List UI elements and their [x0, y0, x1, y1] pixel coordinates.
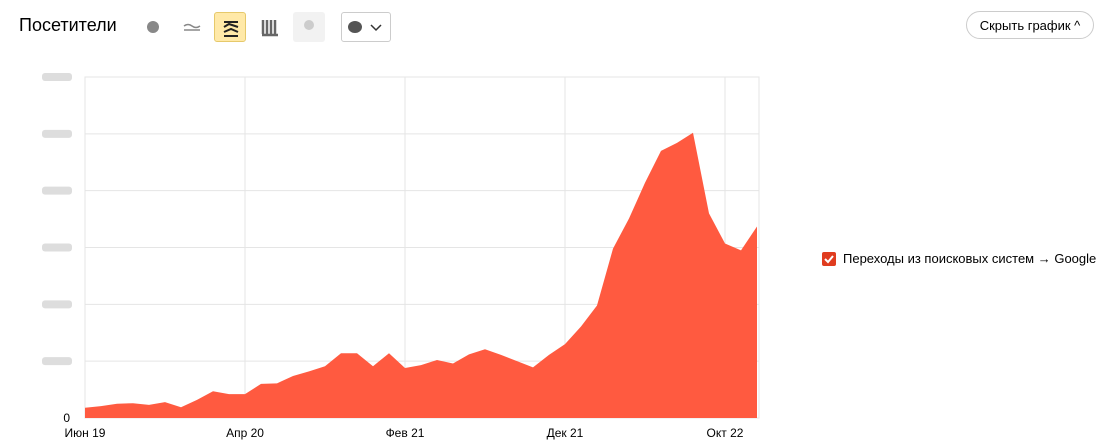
legend-checkbox[interactable] — [822, 251, 836, 266]
comment-button[interactable] — [341, 12, 391, 42]
x-tick-label: Фев 21 — [386, 426, 425, 440]
blurred-tick-label — [42, 186, 72, 195]
hide-chart-button[interactable]: Скрыть график ^ — [966, 11, 1094, 39]
blurred-tick-label — [42, 300, 72, 309]
blurred-tick-label — [42, 357, 72, 366]
area — [85, 132, 757, 419]
area-icon[interactable] — [214, 12, 246, 42]
legend-label: Переходы из поисковых систем → Google — [843, 251, 1097, 266]
x-tick-label: Окт 22 — [707, 426, 744, 440]
line-icon[interactable] — [176, 12, 208, 42]
bar-icon[interactable] — [254, 12, 286, 42]
blurred-tick-label — [42, 129, 72, 138]
blurred-tick-label — [42, 73, 72, 81]
legend[interactable]: Переходы из поисковых систем → Google — [822, 251, 1096, 266]
x-tick-label: Апр 20 — [226, 426, 264, 440]
check — [824, 254, 834, 263]
x-tick-label: Июн 19 — [65, 426, 106, 440]
title: Посетители — [19, 15, 117, 35]
blurred-tick-label — [42, 243, 72, 252]
x-tick-label: Дек 21 — [547, 426, 584, 440]
hide-label: Скрыть график — [979, 18, 1071, 33]
pie-icon[interactable] — [137, 12, 169, 42]
y-tick-label: 0 — [63, 411, 70, 425]
map-icon — [293, 12, 325, 42]
